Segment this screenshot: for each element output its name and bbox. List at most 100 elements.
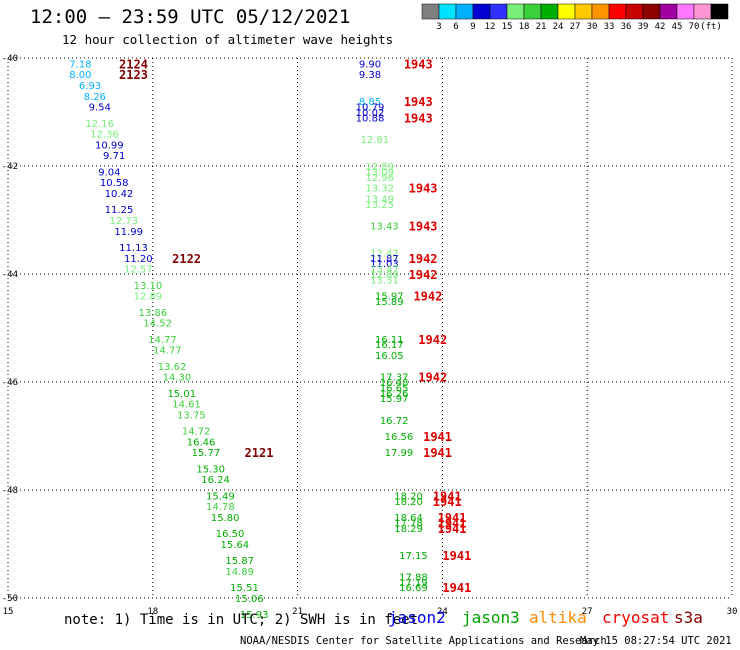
colorbar-swatch	[557, 3, 576, 20]
swh-value-label: 18.20	[394, 491, 423, 502]
swh-value-label: 16.72	[380, 416, 409, 427]
track-number-label: 2121	[245, 446, 274, 460]
swh-value-label: 14.77	[148, 335, 177, 346]
track-number-label: 1942	[418, 333, 447, 347]
colorbar-swatch	[472, 3, 491, 20]
footer-timestamp: May 15 08:27:54 UTC 2021	[580, 635, 732, 647]
swh-value-label: 9.04	[98, 167, 120, 178]
colorbar-swatch	[506, 3, 525, 20]
chart-title: 12:00 – 23:59 UTC 05/12/2021	[30, 6, 351, 28]
colorbar-label: 33	[604, 22, 615, 32]
swh-value-label: 12.89	[365, 162, 394, 173]
track-number-label: 1941	[423, 446, 452, 460]
swh-value-label: 15.51	[230, 583, 259, 594]
units-note: note: 1) Time is in UTC; 2) SWH is in fe…	[64, 612, 419, 628]
track-number-label: 1943	[409, 219, 438, 233]
y-tick-label: -40	[2, 54, 18, 64]
swh-value-label: 11.13	[119, 243, 148, 254]
colorbar-label: (ft)	[700, 22, 722, 32]
y-tick-label: -50	[2, 594, 18, 604]
swh-value-label: 18.20	[394, 497, 423, 508]
swh-value-label: 16.05	[375, 351, 404, 362]
swh-value-label: 13.49	[365, 194, 394, 205]
track-number-label: 1941	[433, 495, 462, 509]
legend-cryosat: cryosat	[602, 608, 670, 627]
swh-value-label: 17.15	[399, 551, 428, 562]
swh-value-label: 15.97	[375, 292, 404, 303]
track-number-label: 1943	[409, 182, 438, 196]
colorbar-swatch	[693, 3, 712, 20]
colorbar-swatch	[455, 3, 474, 20]
swh-value-label: 13.31	[370, 275, 399, 286]
track-number-label: 1942	[418, 371, 447, 385]
swh-value-label: 12.81	[361, 135, 390, 146]
track-number-label: 1942	[409, 268, 438, 282]
swh-value-label: 10.79	[356, 103, 385, 114]
swh-value-label: 12.89	[370, 270, 399, 281]
track-number-label: 1943	[404, 111, 433, 125]
swh-value-label: 15.87	[225, 556, 254, 567]
swh-value-label: 12.36	[90, 130, 119, 141]
swh-value-label: 15.06	[235, 594, 264, 605]
swh-value-label: 8.26	[84, 92, 106, 103]
colorbar-swatch	[625, 3, 644, 20]
swh-value-label: 16.48	[380, 378, 409, 389]
legend-s3a: s3a	[674, 608, 703, 627]
swh-value-label: 13.86	[138, 308, 167, 319]
swh-value-label: 12.16	[85, 119, 114, 130]
footer-credit: NOAA/NESDIS Center for Satellite Applica…	[240, 635, 607, 647]
swh-value-label: 12.89	[134, 292, 163, 303]
colorbar-label: 70	[689, 22, 700, 32]
swh-value-label: 11.87	[370, 254, 399, 265]
swh-value-label: 13.25	[365, 200, 394, 211]
swh-value-label: 17.78	[394, 518, 423, 529]
colorbar-swatch	[659, 3, 678, 20]
swh-value-label: 9.90	[359, 59, 381, 70]
swh-value-label: 10.88	[356, 113, 385, 124]
swh-value-label: 16.17	[375, 340, 404, 351]
swh-value-label: 10.02	[356, 108, 385, 119]
track-number-label: 1941	[438, 522, 467, 536]
colorbar-label: 42	[655, 22, 666, 32]
track-number-label: 1941	[438, 511, 467, 525]
swh-value-label: 10.58	[100, 178, 129, 189]
swh-value-label: 10.42	[105, 189, 134, 200]
track-number-label: 1941	[423, 430, 452, 444]
x-tick-label: 24	[437, 607, 448, 617]
swh-value-label: 14.52	[143, 319, 172, 330]
colorbar-label: 36	[621, 22, 632, 32]
swh-value-label: 15.01	[167, 389, 196, 400]
swh-value-label: 11.99	[114, 227, 143, 238]
track-number-label: 1941	[442, 581, 471, 595]
swh-value-label: 17.88	[399, 572, 428, 583]
swh-value-label: 16.50	[216, 529, 245, 540]
swh-value-label: 12.73	[110, 216, 139, 227]
swh-value-label: 13.75	[177, 410, 206, 421]
swh-value-label: 15.30	[196, 464, 225, 475]
track-number-label: 1941	[433, 489, 462, 503]
swh-value-label: 16.24	[201, 475, 230, 486]
legend-jason3: jason3	[462, 608, 520, 627]
swh-value-label: 13.47	[370, 265, 399, 276]
colorbar-swatch	[540, 3, 559, 20]
swh-value-label: 14.77	[153, 346, 182, 357]
legend-jason2: jason2	[388, 608, 446, 627]
swh-value-label: 15.93	[240, 610, 269, 621]
swh-value-label: 16.56	[385, 432, 414, 443]
swh-value-label: 7.18	[69, 59, 91, 70]
swh-value-label: 10.99	[95, 140, 124, 151]
swh-value-label: 17.99	[385, 448, 414, 459]
x-tick-label: 27	[582, 607, 593, 617]
track-number-label: 1942	[413, 290, 442, 304]
x-tick-label: 21	[292, 607, 303, 617]
swh-value-label: 15.89	[375, 297, 404, 308]
track-number-label: 2124	[119, 57, 148, 71]
colorbar-label: 18	[519, 22, 530, 32]
colorbar-swatch	[438, 3, 457, 20]
swh-value-label: 8.85	[359, 97, 381, 108]
swh-value-label: 16.46	[187, 437, 216, 448]
colorbar-label: 30	[587, 22, 598, 32]
swh-value-label: 18.29	[394, 524, 423, 535]
swh-value-label: 11.25	[105, 205, 134, 216]
